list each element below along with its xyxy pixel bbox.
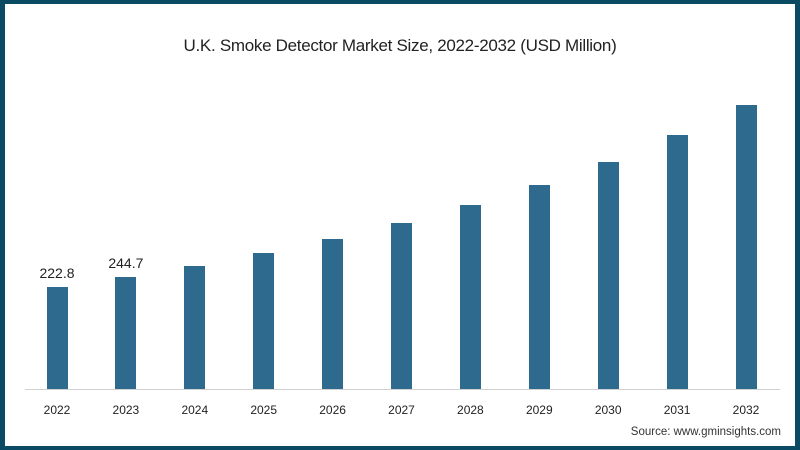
x-axis-line <box>25 389 780 390</box>
x-tick-label: 2031 <box>663 403 691 417</box>
bar-2023 <box>115 277 137 389</box>
bar-2027 <box>391 223 412 389</box>
bar-2028 <box>459 205 481 389</box>
source-note: Source: www.gminsights.com <box>630 426 781 438</box>
x-tick-label: 2030 <box>594 403 622 417</box>
chart-frame: U.K. Smoke Detector Market Size, 2022-20… <box>5 4 795 446</box>
bar-2032 <box>735 105 757 389</box>
bar-2030 <box>597 162 619 389</box>
chart-title: U.K. Smoke Detector Market Size, 2022-20… <box>183 36 617 55</box>
x-tick-label: 2029 <box>525 403 553 417</box>
bar-2025 <box>253 253 275 389</box>
bar-2022 <box>46 287 68 389</box>
x-tick-label: 2023 <box>112 403 140 417</box>
x-tick-label: 2022 <box>43 403 71 417</box>
bar-2029 <box>528 185 550 389</box>
bar-2024 <box>184 266 206 389</box>
bar-2026 <box>322 239 344 389</box>
x-tick-label: 2024 <box>181 403 209 417</box>
data-label: 244.7 <box>108 255 144 271</box>
data-label: 222.8 <box>39 265 75 281</box>
x-tick-label: 2026 <box>319 403 346 417</box>
x-tick-label: 2032 <box>732 403 760 417</box>
bar-2031 <box>666 135 688 389</box>
x-tick-label: 2025 <box>250 403 278 417</box>
x-tick-label: 2028 <box>457 403 484 417</box>
x-tick-label: 2027 <box>388 403 415 417</box>
